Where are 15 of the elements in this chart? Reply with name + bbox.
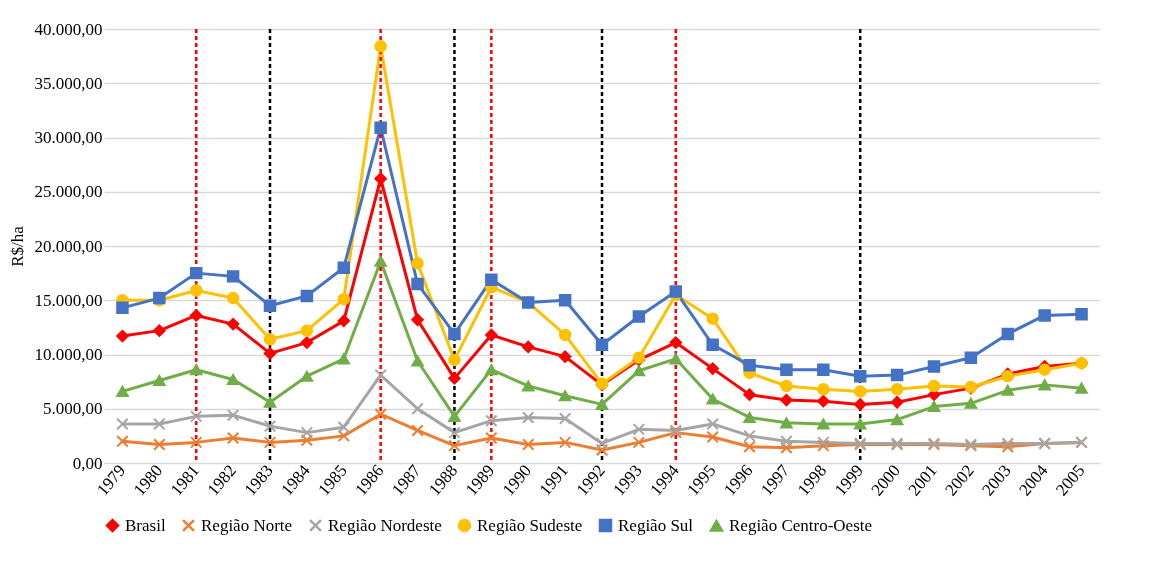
y-tick-label: 5.000,00 [43,399,103,419]
y-tick-label: 25.000,00 [34,182,103,202]
legend-label: Região Nordeste [328,515,442,535]
legend-label: Região Sudeste [477,515,583,535]
legend-label: Brasil [125,515,166,535]
y-tick-label: 15.000,00 [34,290,103,310]
legend-label: Região Norte [201,515,293,535]
y-tick-label: 30.000,00 [34,128,103,147]
y-tick-label: 10.000,00 [34,345,103,364]
y-axis-title: R$/ha [7,225,27,267]
y-tick-label: 40.000,00 [34,19,103,39]
y-tick-label: 35.000,00 [34,73,103,93]
legend-label: Região Sul [618,515,694,535]
y-tick-label: 20.000,00 [34,236,103,256]
legend-label: Região Centro-Oeste [729,515,873,535]
